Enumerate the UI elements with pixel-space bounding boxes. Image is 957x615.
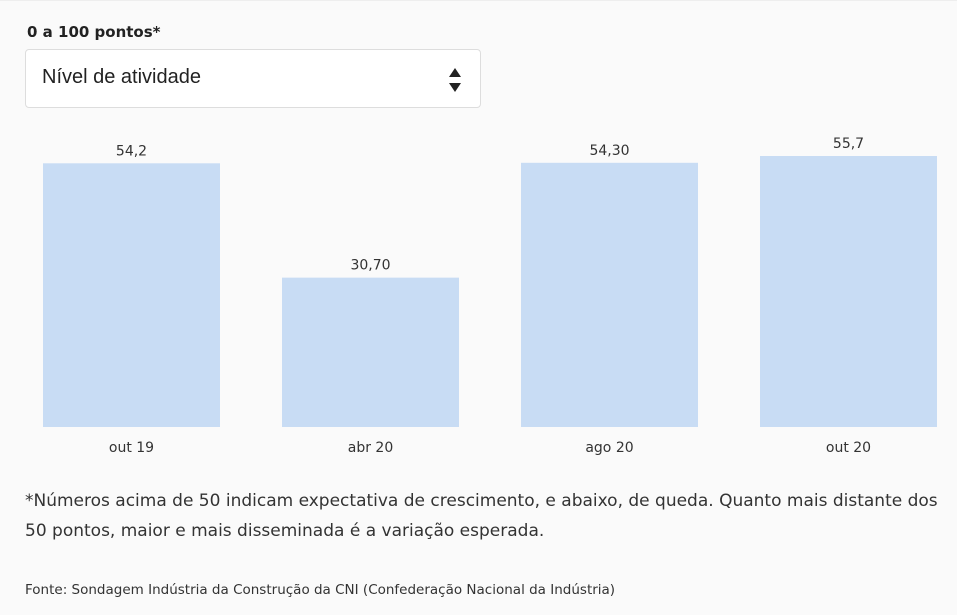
subtitle: 0 a 100 pontos* (27, 23, 161, 41)
footnote: *Números acima de 50 indicam expectativa… (25, 491, 938, 541)
value-label: 30,70 (350, 258, 390, 274)
bar (282, 277, 459, 427)
chart: 54,2 out 19 30,70 abr 20 54,30 ago 20 55,7 out … (43, 136, 937, 456)
indicator-select[interactable]: Nível de atividade (25, 49, 481, 108)
select-arrows (449, 68, 461, 92)
selected-option[interactable]: Nível de atividade (42, 66, 201, 88)
value-label: 54,2 (116, 143, 147, 159)
bar (43, 163, 220, 427)
value-label: 54,30 (589, 143, 629, 159)
x-tick-label: abr 20 (348, 440, 394, 456)
source: Fonte: Sondagem Indústria da Construção … (25, 582, 616, 598)
bar (521, 162, 698, 427)
x-tick-label: out 19 (109, 440, 154, 456)
x-tick-label: ago 20 (585, 440, 633, 456)
value-label: 55,7 (833, 136, 864, 152)
bar (760, 156, 937, 427)
x-tick-label: out 20 (826, 440, 871, 456)
